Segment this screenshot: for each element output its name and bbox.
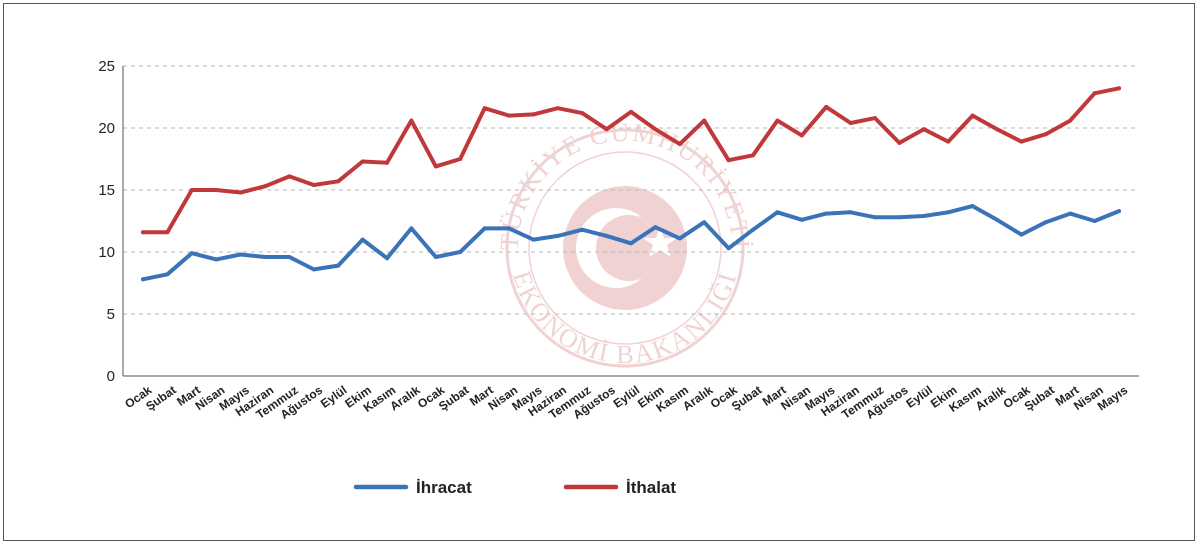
data-point (604, 233, 609, 238)
y-tick-label: 15 (98, 182, 115, 199)
data-point (311, 183, 316, 187)
data-point (238, 190, 243, 195)
data-point (970, 113, 975, 118)
data-point (531, 237, 536, 242)
data-point (1092, 219, 1097, 223)
data-point (1043, 220, 1048, 225)
data-point (360, 159, 365, 164)
y-tick-label: 20 (98, 120, 115, 137)
data-point (677, 236, 682, 241)
data-point (995, 127, 999, 132)
data-point (629, 241, 633, 246)
data-point (1019, 139, 1024, 144)
data-point (433, 164, 438, 169)
data-point (263, 184, 267, 189)
line-chart: TÜRKİYE CUMHURİYETİ EKONOMİ BAKANLIĞI 05… (98, 58, 1139, 497)
data-point (873, 116, 877, 121)
data-point (360, 237, 365, 242)
data-point (970, 204, 975, 209)
data-point (946, 139, 951, 144)
data-point (751, 153, 755, 158)
data-point (653, 127, 658, 132)
data-point (848, 210, 853, 215)
data-point (287, 255, 292, 259)
data-point (824, 211, 829, 216)
y-axis: 0 5 10 15 20 25 (98, 58, 124, 385)
legend-label: İthalat (626, 478, 676, 497)
data-point (1068, 118, 1073, 123)
data-point (995, 217, 999, 222)
y-tick-label: 5 (107, 306, 115, 323)
data-point (555, 106, 560, 111)
data-point (726, 246, 731, 251)
data-point (580, 227, 585, 232)
data-point (580, 111, 585, 116)
data-point (775, 118, 780, 123)
data-point (824, 104, 829, 109)
data-point (921, 214, 926, 218)
data-point (702, 118, 707, 123)
data-point (482, 226, 487, 231)
data-point (702, 220, 707, 225)
data-point (946, 210, 951, 215)
data-point (921, 127, 926, 132)
data-point (1092, 91, 1097, 96)
x-axis: OcakŞubatMartNisanMayısHaziranTemmuzAğus… (122, 375, 1139, 422)
data-point (1019, 232, 1024, 237)
data-point (604, 127, 609, 132)
gridlines (123, 65, 1139, 315)
data-point (482, 106, 487, 111)
data-point (897, 215, 902, 220)
data-point (311, 267, 316, 272)
data-point (1117, 209, 1121, 214)
data-point (458, 250, 463, 254)
legend-item-1: İthalat (563, 478, 676, 497)
data-point (873, 215, 877, 220)
data-point (1043, 132, 1048, 137)
data-point (214, 188, 219, 192)
data-point (336, 179, 341, 184)
series-lines (141, 86, 1121, 282)
data-point (409, 118, 414, 123)
data-point (165, 230, 170, 235)
data-point (897, 140, 902, 145)
data-point (677, 142, 682, 147)
y-tick-label: 25 (98, 58, 115, 75)
data-point (775, 210, 780, 215)
data-point (141, 230, 145, 235)
data-point (848, 121, 853, 125)
data-point (433, 255, 438, 259)
data-point (799, 217, 804, 222)
data-point (799, 133, 804, 138)
data-point (385, 256, 389, 261)
data-point (555, 233, 560, 238)
data-point (653, 225, 658, 230)
legend-label: İhracat (416, 478, 472, 497)
data-point (189, 251, 194, 256)
data-point (141, 277, 145, 282)
data-point (214, 257, 219, 262)
data-point (385, 160, 389, 165)
data-point (336, 263, 341, 268)
data-point (629, 109, 633, 114)
data-point (165, 272, 170, 277)
data-point (531, 112, 536, 117)
data-point (726, 158, 731, 163)
data-point (189, 188, 194, 192)
data-point (238, 252, 243, 257)
legend: İhracat İthalat (353, 478, 676, 497)
data-point (1068, 211, 1073, 216)
data-point (751, 227, 755, 232)
data-point (507, 226, 511, 231)
data-point (458, 157, 463, 161)
data-point (287, 174, 292, 179)
data-point (263, 255, 267, 259)
data-point (409, 226, 414, 231)
legend-item-0: İhracat (353, 478, 472, 497)
y-tick-label: 10 (98, 244, 115, 261)
data-point (1117, 86, 1121, 91)
y-tick-label: 0 (107, 368, 115, 385)
data-point (507, 113, 511, 118)
